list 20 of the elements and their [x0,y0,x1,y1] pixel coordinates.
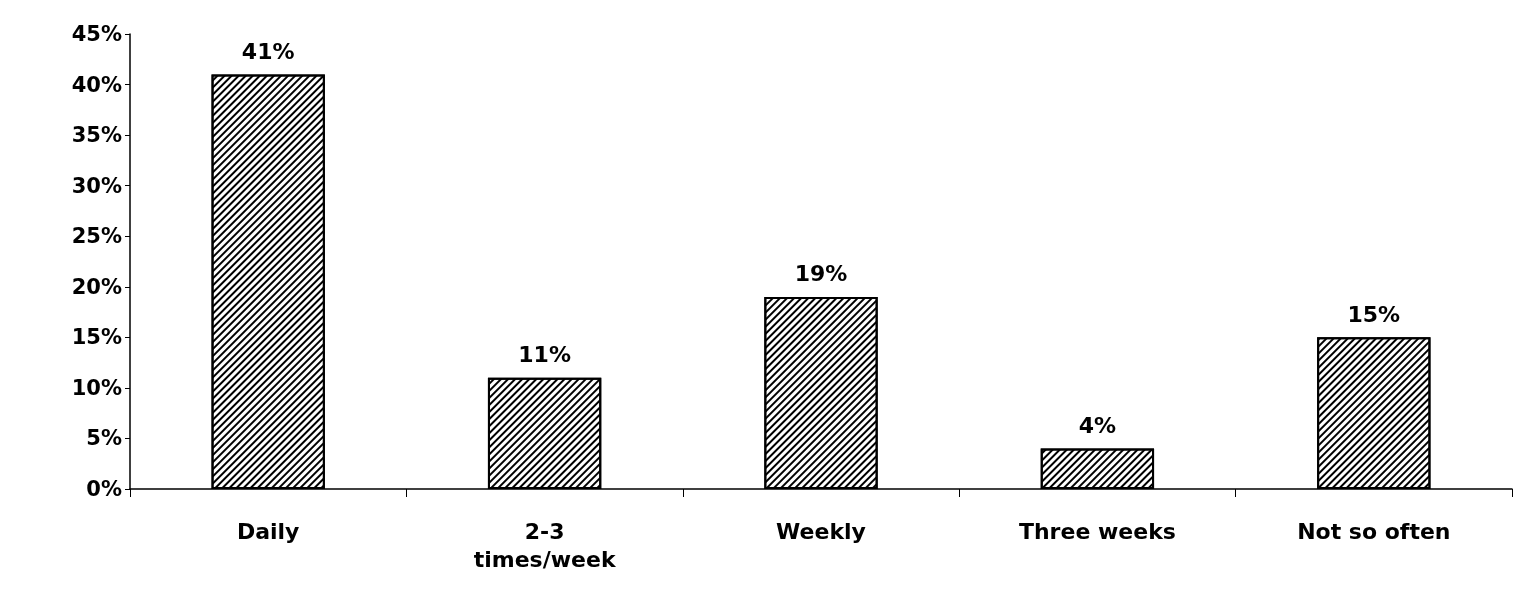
data-label: 41% [241,38,295,64]
x-tick-label: 2-3 times/week [473,518,617,572]
x-tick-label: Three weeks [1018,518,1176,544]
y-tick-label: 15% [71,325,122,350]
y-tick-label: 35% [71,123,122,148]
data-label: 19% [794,261,848,287]
data-label: 11% [518,342,571,368]
data-label: 15% [1347,301,1401,327]
x-tick-label: Not so often [1297,518,1451,544]
y-tick-label: 40% [71,72,122,97]
y-tick-label: 5% [86,426,122,451]
x-tick-label: Weekly [776,518,866,544]
y-tick-label: 0% [86,477,122,501]
x-tick-label: Daily [236,518,300,544]
y-tick-label: 30% [71,173,122,198]
y-tick-label: 45% [71,22,122,46]
data-label: 4% [1078,413,1117,439]
y-tick-label: 25% [71,224,122,249]
y-tick-label: 20% [71,274,122,299]
y-tick-label: 10% [71,375,122,400]
